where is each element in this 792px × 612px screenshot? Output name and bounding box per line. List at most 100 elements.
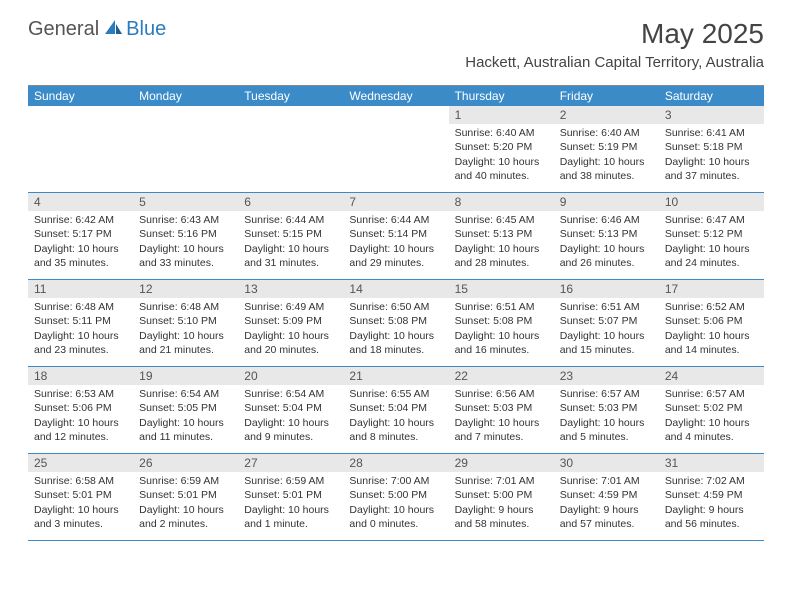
sunrise-text: Sunrise: 7:02 AM <box>665 474 760 488</box>
sunrise-text: Sunrise: 6:59 AM <box>139 474 234 488</box>
sunset-text: Sunset: 5:17 PM <box>34 227 129 241</box>
sunset-text: Sunset: 5:00 PM <box>455 488 550 502</box>
sunset-text: Sunset: 5:03 PM <box>560 401 655 415</box>
day-cell: 3Sunrise: 6:41 AMSunset: 5:18 PMDaylight… <box>659 106 764 192</box>
sunset-text: Sunset: 5:03 PM <box>455 401 550 415</box>
sunrise-text: Sunrise: 6:43 AM <box>139 213 234 227</box>
sunset-text: Sunset: 5:13 PM <box>455 227 550 241</box>
day-cell: 10Sunrise: 6:47 AMSunset: 5:12 PMDayligh… <box>659 193 764 279</box>
day-number: 30 <box>554 454 659 472</box>
day-body: Sunrise: 6:40 AMSunset: 5:20 PMDaylight:… <box>449 124 554 185</box>
day-number: 2 <box>554 106 659 124</box>
day-number: 3 <box>659 106 764 124</box>
daylight-text: Daylight: 10 hours and 12 minutes. <box>34 416 129 444</box>
sunrise-text: Sunrise: 6:57 AM <box>665 387 760 401</box>
sunrise-text: Sunrise: 6:45 AM <box>455 213 550 227</box>
day-cell: 31Sunrise: 7:02 AMSunset: 4:59 PMDayligh… <box>659 454 764 540</box>
day-cell: 29Sunrise: 7:01 AMSunset: 5:00 PMDayligh… <box>449 454 554 540</box>
daylight-text: Daylight: 10 hours and 31 minutes. <box>244 242 339 270</box>
day-body: Sunrise: 6:56 AMSunset: 5:03 PMDaylight:… <box>449 385 554 446</box>
day-cell: 30 Sunrise: 7:01 AMSunset: 4:59 PMDayligh… <box>554 454 659 540</box>
sunrise-text: Sunrise: 7:00 AM <box>349 474 444 488</box>
logo: General Blue <box>28 18 166 41</box>
day-cell: 11Sunrise: 6:48 AMSunset: 5:11 PMDayligh… <box>28 280 133 366</box>
calendar: Sunday Monday Tuesday Wednesday Thursday… <box>28 85 764 541</box>
day-body: Sunrise: 6:52 AMSunset: 5:06 PMDaylight:… <box>659 298 764 359</box>
day-body: Sunrise: 6:44 AMSunset: 5:14 PMDaylight:… <box>343 211 448 272</box>
daylight-text: Daylight: 10 hours and 20 minutes. <box>244 329 339 357</box>
weekday-header: Thursday <box>449 86 554 106</box>
week-row: 4Sunrise: 6:42 AMSunset: 5:17 PMDaylight… <box>28 193 764 280</box>
day-number: 9 <box>554 193 659 211</box>
sunrise-text: Sunrise: 6:56 AM <box>455 387 550 401</box>
sunset-text: Sunset: 5:18 PM <box>665 140 760 154</box>
day-cell: 22Sunrise: 6:56 AMSunset: 5:03 PMDayligh… <box>449 367 554 453</box>
sunrise-text: Sunrise: 6:53 AM <box>34 387 129 401</box>
day-cell: 2Sunrise: 6:40 AMSunset: 5:19 PMDaylight… <box>554 106 659 192</box>
daylight-text: Daylight: 10 hours and 38 minutes. <box>560 155 655 183</box>
day-cell: 9Sunrise: 6:46 AMSunset: 5:13 PMDaylight… <box>554 193 659 279</box>
sunset-text: Sunset: 4:59 PM <box>665 488 760 502</box>
daylight-text: Daylight: 10 hours and 16 minutes. <box>455 329 550 357</box>
weekday-header: Saturday <box>659 86 764 106</box>
day-number: 27 <box>238 454 343 472</box>
day-body: Sunrise: 6:45 AMSunset: 5:13 PMDaylight:… <box>449 211 554 272</box>
daylight-text: Daylight: 10 hours and 4 minutes. <box>665 416 760 444</box>
sunrise-text: Sunrise: 6:51 AM <box>455 300 550 314</box>
day-number: 19 <box>133 367 238 385</box>
logo-sail-icon <box>103 18 123 41</box>
day-body: Sunrise: 7:00 AMSunset: 5:00 PMDaylight:… <box>343 472 448 533</box>
day-body: Sunrise: 6:58 AMSunset: 5:01 PMDaylight:… <box>28 472 133 533</box>
sunset-text: Sunset: 5:04 PM <box>349 401 444 415</box>
day-body: Sunrise: 6:54 AMSunset: 5:04 PMDaylight:… <box>238 385 343 446</box>
sunset-text: Sunset: 5:20 PM <box>455 140 550 154</box>
day-number: 18 <box>28 367 133 385</box>
day-body: Sunrise: 6:51 AMSunset: 5:08 PMDaylight:… <box>449 298 554 359</box>
day-cell: 19Sunrise: 6:54 AMSunset: 5:05 PMDayligh… <box>133 367 238 453</box>
day-cell: 26Sunrise: 6:59 AMSunset: 5:01 PMDayligh… <box>133 454 238 540</box>
daylight-text: Daylight: 10 hours and 35 minutes. <box>34 242 129 270</box>
sunrise-text: Sunrise: 6:40 AM <box>455 126 550 140</box>
day-number: 25 <box>28 454 133 472</box>
day-number: 23 <box>554 367 659 385</box>
sunrise-text: Sunrise: 7:01 AM <box>560 474 655 488</box>
day-number: 7 <box>343 193 448 211</box>
sunset-text: Sunset: 5:08 PM <box>455 314 550 328</box>
weekday-header-row: Sunday Monday Tuesday Wednesday Thursday… <box>28 86 764 106</box>
day-number: 5 <box>133 193 238 211</box>
daylight-text: Daylight: 10 hours and 18 minutes. <box>349 329 444 357</box>
sunset-text: Sunset: 5:15 PM <box>244 227 339 241</box>
day-cell: 13Sunrise: 6:49 AMSunset: 5:09 PMDayligh… <box>238 280 343 366</box>
sunset-text: Sunset: 5:10 PM <box>139 314 234 328</box>
day-number: 17 <box>659 280 764 298</box>
location-subtitle: Hackett, Australian Capital Territory, A… <box>465 54 764 71</box>
day-cell: 23Sunrise: 6:57 AMSunset: 5:03 PMDayligh… <box>554 367 659 453</box>
week-row: ....1Sunrise: 6:40 AMSunset: 5:20 PMDayl… <box>28 106 764 193</box>
sunrise-text: Sunrise: 6:40 AM <box>560 126 655 140</box>
day-cell: 21Sunrise: 6:55 AMSunset: 5:04 PMDayligh… <box>343 367 448 453</box>
day-body: Sunrise: 7:02 AMSunset: 4:59 PMDaylight:… <box>659 472 764 533</box>
day-cell: 18 Sunrise: 6:53 AMSunset: 5:06 PMDayligh… <box>28 367 133 453</box>
daylight-text: Daylight: 9 hours and 57 minutes. <box>560 503 655 531</box>
title-block: May 2025 Hackett, Australian Capital Ter… <box>465 18 764 71</box>
sunset-text: Sunset: 4:59 PM <box>560 488 655 502</box>
week-row: 11Sunrise: 6:48 AMSunset: 5:11 PMDayligh… <box>28 280 764 367</box>
daylight-text: Daylight: 10 hours and 7 minutes. <box>455 416 550 444</box>
sunset-text: Sunset: 5:01 PM <box>34 488 129 502</box>
sunset-text: Sunset: 5:02 PM <box>665 401 760 415</box>
weeks-container: ....1Sunrise: 6:40 AMSunset: 5:20 PMDayl… <box>28 106 764 541</box>
sunrise-text: Sunrise: 7:01 AM <box>455 474 550 488</box>
sunrise-text: Sunrise: 6:55 AM <box>349 387 444 401</box>
day-cell: 15Sunrise: 6:51 AMSunset: 5:08 PMDayligh… <box>449 280 554 366</box>
day-number: 20 <box>238 367 343 385</box>
day-body: Sunrise: 6:47 AMSunset: 5:12 PMDaylight:… <box>659 211 764 272</box>
day-cell: 16Sunrise: 6:51 AMSunset: 5:07 PMDayligh… <box>554 280 659 366</box>
daylight-text: Daylight: 9 hours and 56 minutes. <box>665 503 760 531</box>
daylight-text: Daylight: 10 hours and 2 minutes. <box>139 503 234 531</box>
daylight-text: Daylight: 10 hours and 15 minutes. <box>560 329 655 357</box>
daylight-text: Daylight: 10 hours and 33 minutes. <box>139 242 234 270</box>
header: General Blue May 2025 Hackett, Australia… <box>0 0 792 75</box>
daylight-text: Daylight: 10 hours and 37 minutes. <box>665 155 760 183</box>
sunset-text: Sunset: 5:06 PM <box>34 401 129 415</box>
day-number: 29 <box>449 454 554 472</box>
